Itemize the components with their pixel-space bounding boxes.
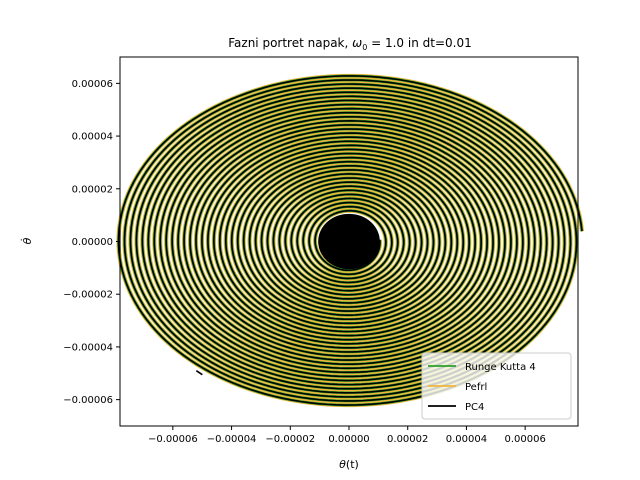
x-tick-label: 0.00006 [504, 434, 545, 445]
y-tick-label: 0.00006 [72, 79, 113, 90]
y-tick-label: −0.00002 [63, 290, 113, 301]
spiral-layer [116, 73, 585, 408]
x-tick-label: 0.00004 [446, 434, 487, 445]
legend-entry: Pefrl [465, 382, 487, 393]
chart-title: Fazni portret napak, ω0 = 1.0 in dt=0.01 [228, 36, 471, 52]
x-axis-label: θ(t) [339, 458, 359, 471]
y-tick-label: 0.00002 [72, 184, 113, 195]
title-prefix: Fazni portret napak, [228, 36, 352, 50]
title-suffix: = 1.0 in dt=0.01 [367, 36, 471, 50]
x-axis-label-theta: θ [339, 458, 346, 471]
y-tick-label: 0.00000 [72, 237, 113, 248]
y-tick-label: −0.00006 [63, 395, 113, 406]
legend-box [421, 352, 572, 420]
x-tick-label: −0.00004 [207, 434, 257, 445]
spiral-tail [195, 369, 203, 376]
legend: Runge Kutta 4 Pefrl PC4 [421, 352, 572, 420]
title-omega: ω [352, 36, 362, 50]
y-axis: −0.00006 −0.00004 −0.00002 0.00000 0.00002 0.… [63, 79, 120, 406]
legend-entry: Runge Kutta 4 [465, 362, 536, 373]
series-line-pc4 [117, 75, 583, 406]
y-tick-label: 0.00004 [72, 132, 113, 143]
x-axis-label-rest: (t) [346, 458, 359, 471]
y-axis-label: θ̇ [20, 237, 34, 244]
y-tick-label: −0.00004 [63, 342, 113, 353]
x-tick-label: −0.00002 [265, 434, 315, 445]
x-tick-label: −0.00006 [148, 434, 198, 445]
x-axis: −0.00006 −0.00004 −0.00002 0.00000 0.00002 0.… [148, 426, 546, 445]
title-omega-subscript: 0 [362, 43, 367, 52]
x-tick-label: 0.00000 [328, 434, 369, 445]
x-tick-label: 0.00002 [387, 434, 428, 445]
spiral-core [318, 213, 380, 270]
legend-entry: PC4 [465, 402, 484, 413]
